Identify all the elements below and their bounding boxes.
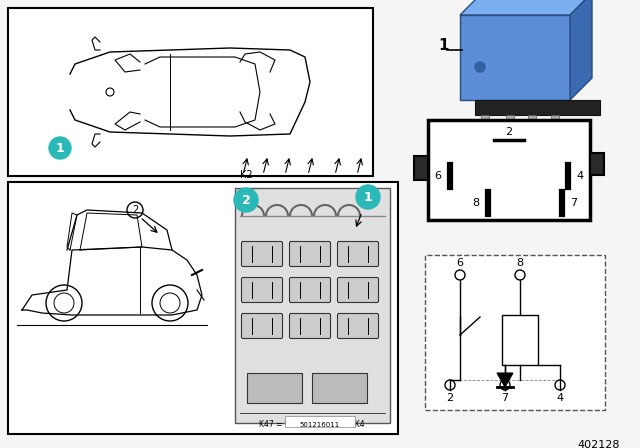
Bar xyxy=(428,120,590,220)
Bar xyxy=(506,115,514,128)
Bar xyxy=(502,315,538,365)
FancyBboxPatch shape xyxy=(289,277,330,302)
FancyBboxPatch shape xyxy=(241,314,282,339)
FancyBboxPatch shape xyxy=(241,241,282,267)
Bar xyxy=(475,100,600,115)
Text: 4: 4 xyxy=(556,393,564,403)
Bar xyxy=(590,153,604,175)
Text: 8: 8 xyxy=(472,198,479,208)
FancyBboxPatch shape xyxy=(337,277,378,302)
Circle shape xyxy=(356,185,380,209)
Text: K2: K2 xyxy=(240,170,253,180)
Text: 1: 1 xyxy=(438,38,449,53)
Text: 1: 1 xyxy=(364,190,372,203)
Polygon shape xyxy=(497,373,513,387)
Text: 7: 7 xyxy=(570,198,577,208)
FancyBboxPatch shape xyxy=(337,314,378,339)
Text: 501216011: 501216011 xyxy=(300,422,340,428)
FancyBboxPatch shape xyxy=(337,241,378,267)
Text: 8: 8 xyxy=(516,258,524,268)
Bar xyxy=(481,115,489,128)
Bar xyxy=(528,115,536,128)
Text: K47 = K48 – K46 – K16 – K4: K47 = K48 – K46 – K16 – K4 xyxy=(259,420,365,429)
Circle shape xyxy=(475,62,485,72)
Circle shape xyxy=(49,137,71,159)
Bar xyxy=(8,182,398,434)
Text: 2: 2 xyxy=(242,194,250,207)
Text: 2: 2 xyxy=(506,127,513,137)
Polygon shape xyxy=(570,0,592,100)
Bar xyxy=(460,15,570,100)
Bar xyxy=(414,156,428,180)
Text: 7: 7 xyxy=(501,393,509,403)
Text: 2: 2 xyxy=(447,393,454,403)
Circle shape xyxy=(234,188,258,212)
Text: 1: 1 xyxy=(56,142,65,155)
Text: 6: 6 xyxy=(435,171,442,181)
Polygon shape xyxy=(460,0,592,15)
Text: 4: 4 xyxy=(577,171,584,181)
FancyBboxPatch shape xyxy=(289,241,330,267)
Bar xyxy=(247,373,302,403)
Bar xyxy=(285,416,355,427)
Text: 6: 6 xyxy=(456,258,463,268)
Bar xyxy=(235,188,390,423)
Text: 2: 2 xyxy=(132,205,138,215)
Bar xyxy=(551,115,559,128)
Text: 402128: 402128 xyxy=(577,440,620,448)
FancyBboxPatch shape xyxy=(241,277,282,302)
Bar xyxy=(8,8,373,176)
Bar xyxy=(312,373,367,403)
Bar xyxy=(425,255,605,410)
FancyBboxPatch shape xyxy=(289,314,330,339)
